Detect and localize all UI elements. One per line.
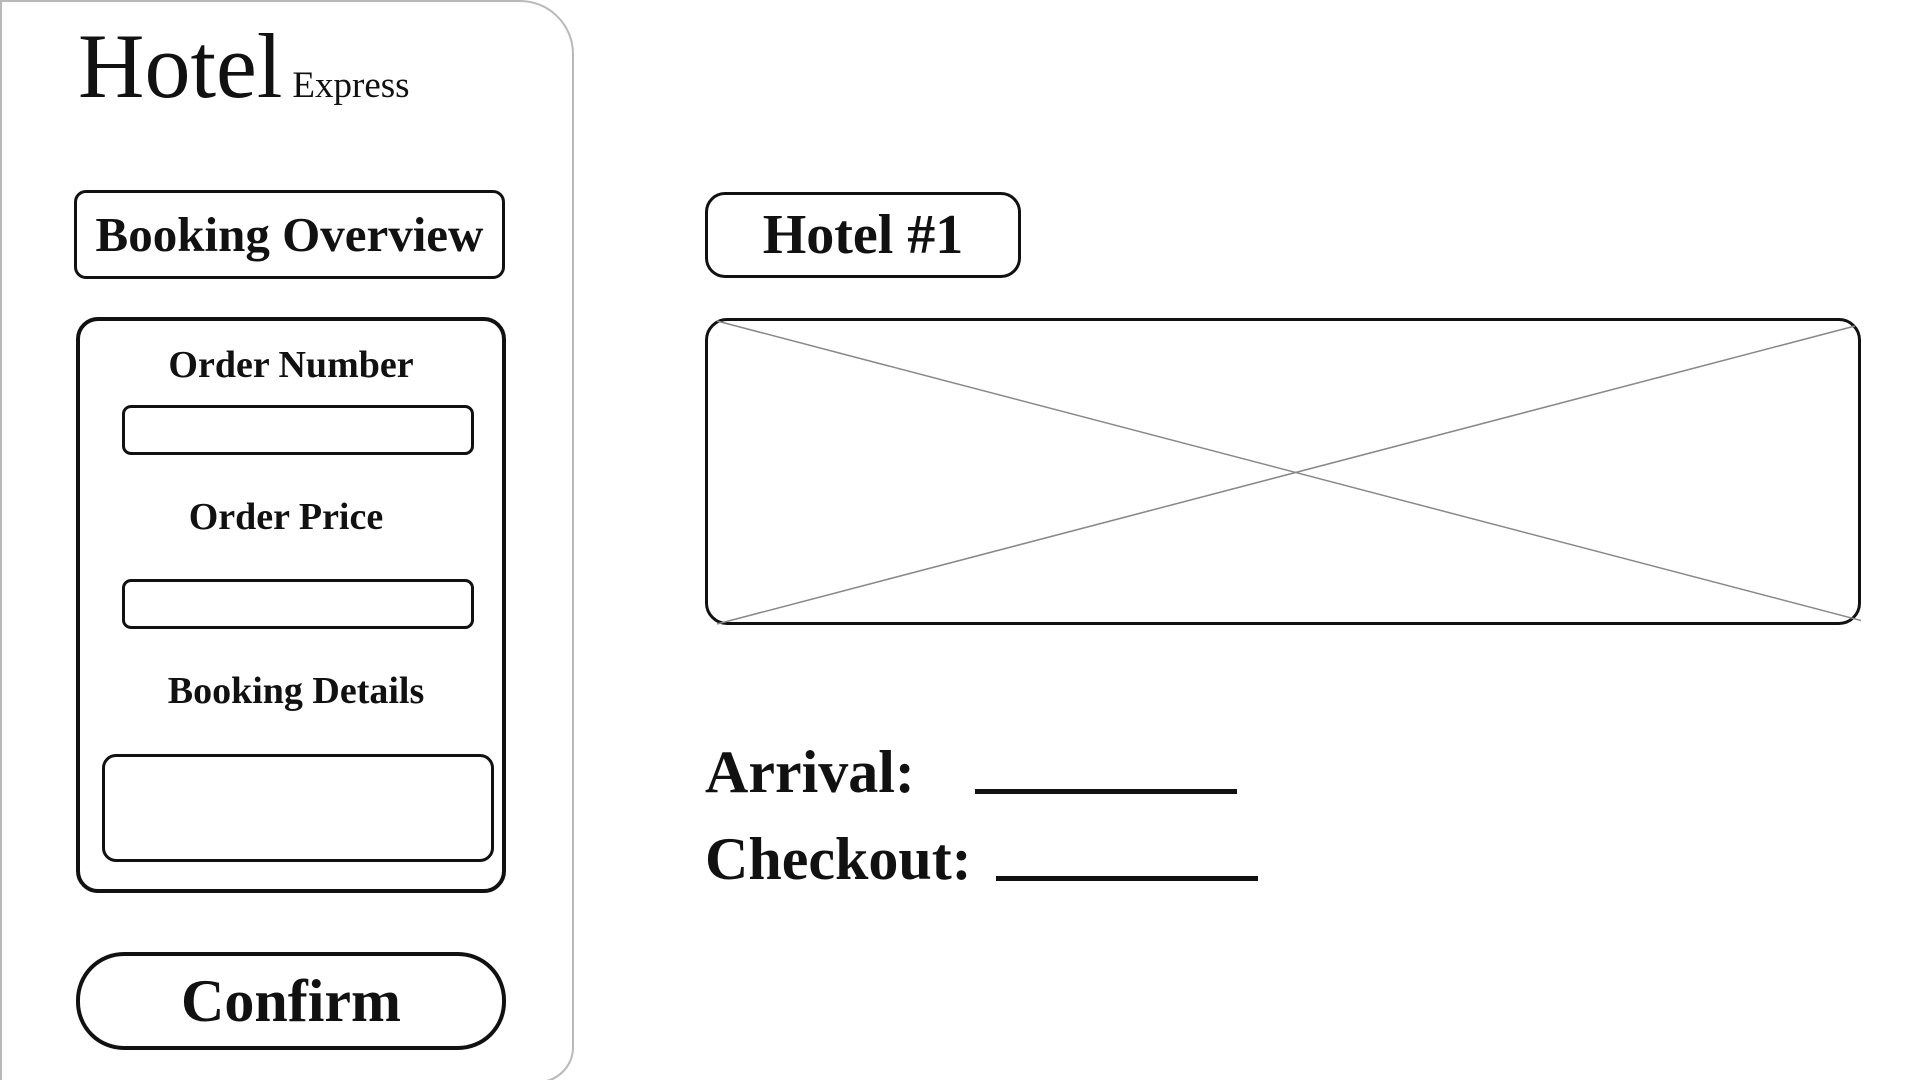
order-panel: Order Number Order Price Booking Details [76, 317, 506, 893]
arrival-label: Arrival: [705, 739, 915, 805]
booking-details-label: Booking Details [167, 670, 425, 712]
confirm-button[interactable]: Confirm [76, 952, 506, 1050]
brand-logo: Hotel Express [78, 20, 410, 112]
booking-overview-button[interactable]: Booking Overview [74, 190, 505, 279]
order-number-field[interactable] [122, 405, 474, 455]
booking-details-field[interactable] [102, 754, 494, 862]
checkout-row: Checkout: [705, 825, 972, 894]
brand-subtitle: Express [292, 65, 410, 106]
order-price-label: Order Price [188, 496, 384, 538]
arrival-field[interactable] [975, 789, 1237, 794]
order-price-field[interactable] [122, 579, 474, 629]
sidebar: Hotel Express Booking Overview Order Numb… [0, 0, 574, 1080]
order-number-label: Order Number [168, 344, 414, 386]
brand-title: Hotel [78, 15, 283, 117]
image-placeholder-icon [716, 320, 1861, 625]
checkout-field[interactable] [996, 876, 1258, 881]
hotel-tab[interactable]: Hotel #1 [705, 192, 1021, 278]
checkout-label: Checkout: [705, 826, 972, 892]
hotel-image [705, 318, 1861, 625]
arrival-row: Arrival: [705, 738, 915, 807]
